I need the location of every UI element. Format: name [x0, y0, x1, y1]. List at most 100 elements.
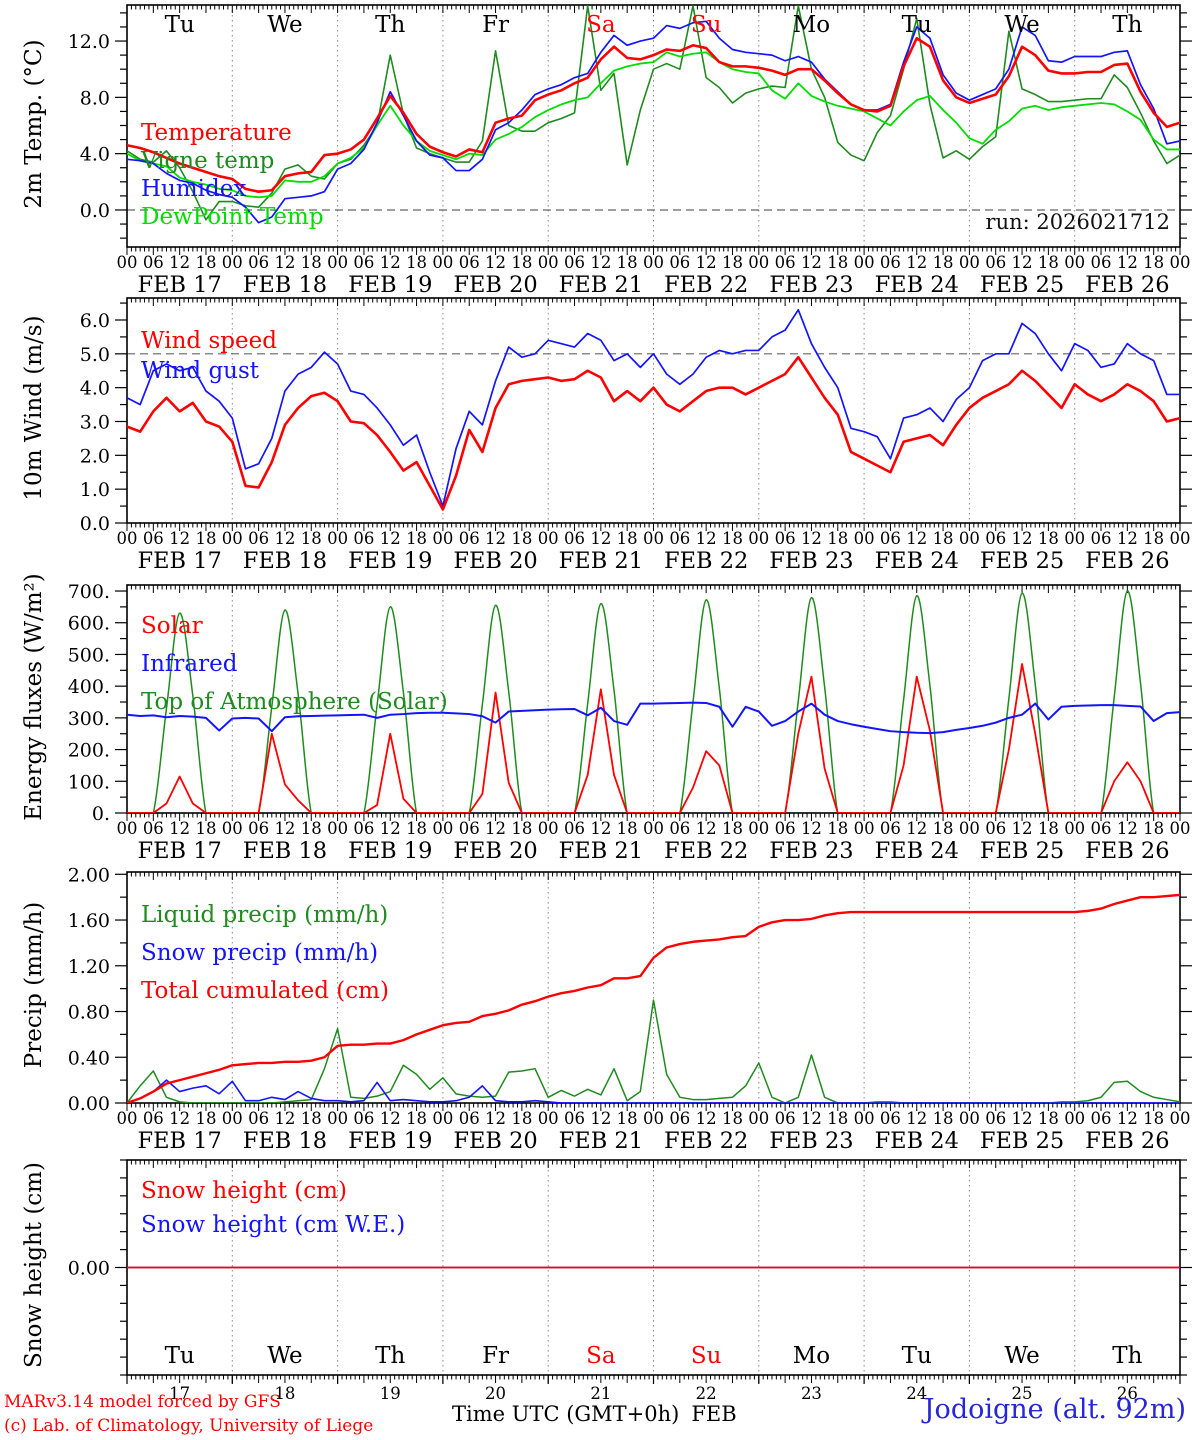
date-label: FEB 23 [769, 1128, 853, 1154]
hour-label: 06 [775, 529, 796, 548]
hour-label: 12 [169, 819, 190, 838]
y-tick-label: 0. [92, 803, 110, 825]
day-number-label: 19 [380, 1384, 401, 1403]
hour-label: 18 [933, 529, 954, 548]
date-label: FEB 22 [664, 1128, 748, 1154]
series-wind-speed-line [127, 355, 1180, 511]
hour-label: 06 [880, 819, 901, 838]
hour-label: 00 [643, 819, 664, 838]
hour-label: 06 [248, 1109, 269, 1128]
hour-label: 00 [643, 1109, 664, 1128]
hour-label: 00 [959, 819, 980, 838]
hour-label: 18 [511, 253, 532, 272]
hour-label: 18 [1038, 529, 1059, 548]
hour-label: 06 [353, 529, 374, 548]
y-tick-label: 0.00 [68, 1258, 110, 1280]
hour-label: 18 [933, 1109, 954, 1128]
hour-label: 00 [643, 253, 664, 272]
legend-humidex: Humidex [141, 176, 246, 202]
day-name-label: Th [375, 1343, 405, 1369]
y-axis-label-energy: Energy fluxes (W/m²) [21, 573, 47, 821]
hour-label: 00 [748, 253, 769, 272]
hour-label: 12 [485, 819, 506, 838]
hour-label: 12 [696, 253, 717, 272]
hour-label: 06 [353, 253, 374, 272]
y-axis-label-temp: 2m Temp. (°C) [21, 39, 47, 209]
hour-label: 12 [906, 529, 927, 548]
hour-label: 12 [590, 253, 611, 272]
legend-snow-precip-mm-h: Snow precip (mm/h) [141, 940, 378, 966]
hour-label: 18 [933, 819, 954, 838]
hour-label: 00 [748, 819, 769, 838]
hour-label: 18 [1038, 1109, 1059, 1128]
hour-label: 12 [906, 1109, 927, 1128]
y-axis-label-precip: Precip (mm/h) [21, 901, 47, 1069]
day-name-label: Sa [586, 1343, 616, 1369]
hour-label: 06 [1091, 1109, 1112, 1128]
hour-label: 12 [590, 1109, 611, 1128]
hour-label: 06 [353, 819, 374, 838]
y-tick-label: 6.0 [80, 310, 110, 332]
hour-label: 00 [959, 253, 980, 272]
hour-label: 18 [195, 1109, 216, 1128]
hour-label: 18 [827, 819, 848, 838]
day-name-label: Sa [586, 12, 616, 38]
hour-label: 06 [143, 1109, 164, 1128]
y-tick-label: 5.0 [80, 344, 110, 366]
hour-label: 00 [222, 529, 243, 548]
hour-label: 18 [1038, 819, 1059, 838]
date-label: FEB 17 [137, 838, 221, 864]
hour-label: 18 [511, 529, 532, 548]
hour-label: 18 [827, 529, 848, 548]
hour-label: 06 [880, 529, 901, 548]
hour-label: 00 [117, 529, 138, 548]
y-tick-label: 3.0 [80, 411, 110, 433]
hour-label: 18 [301, 253, 322, 272]
hour-label: 18 [722, 819, 743, 838]
legend-top-of-atmosphere-solar: Top of Atmosphere (Solar) [141, 689, 448, 715]
y-tick-label: 2.0 [80, 445, 110, 467]
hour-label: 12 [485, 529, 506, 548]
hour-label: 12 [696, 529, 717, 548]
day-number-label: 23 [801, 1384, 822, 1403]
date-label: FEB 18 [243, 1128, 327, 1154]
hour-label: 06 [564, 1109, 585, 1128]
legend-vigne-temp: Vigne temp [140, 148, 274, 174]
day-name-label: Th [375, 12, 405, 38]
hour-label: 18 [511, 1109, 532, 1128]
date-label: FEB 21 [559, 548, 643, 574]
day-number-label: 25 [1012, 1384, 1033, 1403]
hour-label: 12 [1117, 529, 1138, 548]
hour-label: 12 [380, 253, 401, 272]
hour-label: 18 [1143, 819, 1164, 838]
hour-label: 00 [327, 253, 348, 272]
y-tick-label: 200. [68, 740, 110, 762]
date-label: FEB 21 [559, 272, 643, 298]
legend-wind-speed: Wind speed [141, 328, 277, 354]
date-label: FEB 22 [664, 838, 748, 864]
hour-label: 00 [748, 1109, 769, 1128]
hour-label: 00 [327, 819, 348, 838]
panel-energy: 0. 100. 200. 300. 400. 500. 600. 700. Solar Infra… [68, 581, 1192, 864]
y-tick-label: 400. [68, 676, 110, 698]
day-name-label: Su [691, 12, 722, 38]
hour-label: 00 [643, 529, 664, 548]
y-tick-label: 0.40 [68, 1047, 110, 1069]
day-name-label: We [267, 12, 302, 38]
hour-label: 00 [117, 253, 138, 272]
day-name-label: We [1004, 12, 1039, 38]
panel-snow: 0.00 Snow height (cm) Snow height (cm W.E.… [68, 1159, 1192, 1403]
series-top-of-atmosphere-solar-line [127, 590, 1180, 813]
date-label: FEB 20 [453, 548, 537, 574]
day-name-label: Su [691, 1343, 722, 1369]
hour-label: 00 [1170, 819, 1191, 838]
hour-label: 00 [538, 529, 559, 548]
hour-label: 06 [775, 253, 796, 272]
hour-label: 18 [511, 819, 532, 838]
hour-label: 12 [1117, 253, 1138, 272]
date-label: FEB 18 [243, 272, 327, 298]
legend-dewpoint-temp: DewPoint Temp [141, 204, 324, 230]
hour-label: 12 [485, 1109, 506, 1128]
hour-label: 18 [722, 253, 743, 272]
hour-label: 06 [1091, 253, 1112, 272]
